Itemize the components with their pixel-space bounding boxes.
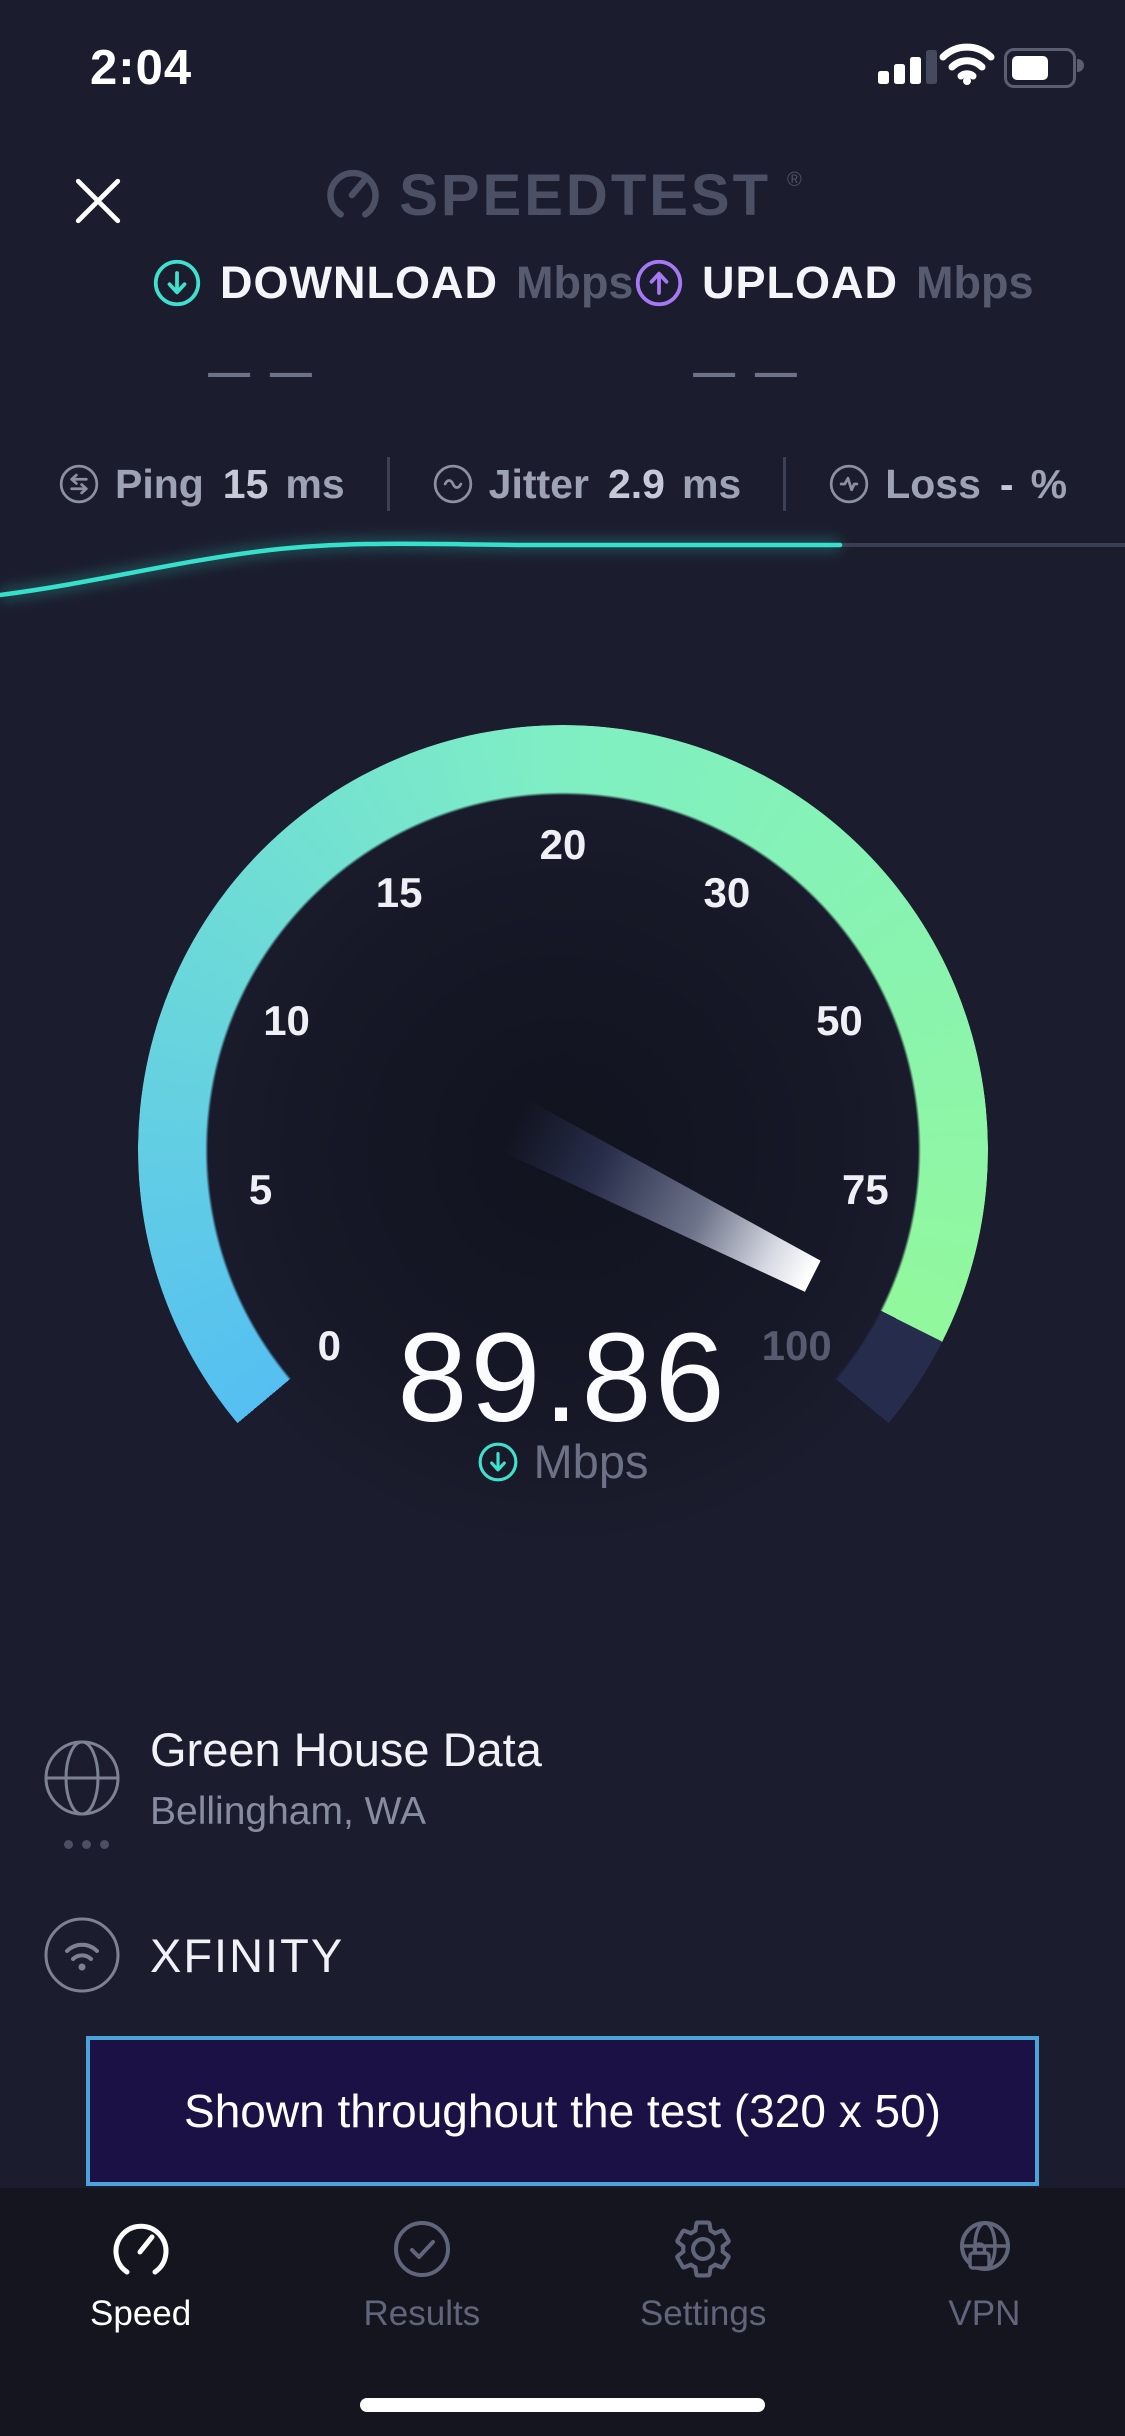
tab-speed-label: Speed: [90, 2294, 192, 2333]
gauge-tick-label: 15: [375, 868, 423, 916]
tab-bar: Speed Results Settings: [0, 2188, 1125, 2436]
gauge-tick-label: 5: [248, 1165, 273, 1213]
ping-value: 15: [222, 460, 269, 507]
speed-unit-label: Mbps: [533, 1435, 649, 1488]
current-speed-value: 89.86: [397, 1307, 728, 1448]
tab-settings[interactable]: Settings: [563, 2188, 844, 2436]
speedometer-icon: [108, 2216, 174, 2282]
speedtest-logo: SPEEDTEST ®: [0, 164, 1125, 228]
jitter-icon: [432, 463, 474, 505]
loss-unit: %: [1030, 460, 1068, 507]
download-header: DOWNLOAD Mbps: [152, 255, 633, 311]
download-value-placeholder: — —: [208, 348, 316, 395]
speedtest-logo-text: SPEEDTEST: [399, 163, 772, 228]
download-unit: Mbps: [515, 257, 634, 308]
ad-banner-text: Shown throughout the test (320 x 50): [184, 2085, 941, 2137]
close-button[interactable]: [64, 167, 132, 235]
battery-icon: [1004, 48, 1084, 88]
tab-vpn-label: VPN: [948, 2294, 1021, 2333]
ad-banner[interactable]: Shown throughout the test (320 x 50): [86, 2036, 1039, 2186]
server-location: Bellingham, WA: [150, 1790, 426, 1833]
download-label: DOWNLOAD: [220, 257, 498, 308]
tab-results[interactable]: Results: [281, 2188, 562, 2436]
tab-vpn[interactable]: VPN: [844, 2188, 1125, 2436]
tab-results-label: Results: [363, 2294, 481, 2333]
download-arrow-icon: [152, 258, 202, 308]
download-progress-sparkline: [0, 539, 1125, 600]
tab-settings-label: Settings: [639, 2294, 767, 2333]
trademark-symbol: ®: [787, 169, 802, 191]
separator: [386, 457, 390, 511]
vpn-globe-lock-icon: [951, 2216, 1017, 2282]
ping-unit: ms: [285, 460, 345, 507]
ping-icon: [58, 463, 100, 505]
tab-speed[interactable]: Speed: [0, 2188, 281, 2436]
loss-label: Loss: [885, 460, 981, 507]
status-time: 2:04: [90, 41, 193, 95]
upload-label: UPLOAD: [702, 257, 898, 308]
ping-stat: Ping 15 ms: [58, 461, 345, 508]
connection-dots: [64, 1840, 109, 1849]
jitter-value: 2.9: [607, 460, 665, 507]
current-speed-unit-row: Mbps: [0, 1434, 1125, 1489]
gauge-tick-label: 50: [816, 997, 863, 1045]
server-globe-icon: [40, 1736, 124, 1820]
server-name[interactable]: Green House Data: [150, 1723, 542, 1776]
wifi-status-icon: [938, 42, 996, 86]
upload-unit: Mbps: [916, 257, 1034, 308]
upload-arrow-icon: [634, 258, 684, 308]
latency-row: Ping 15 ms Jitter 2.9 ms L: [0, 452, 1125, 516]
gauge-tick-label: 30: [703, 868, 751, 916]
gauge-tick-label: 10: [263, 997, 310, 1045]
cellular-signal-icon: [878, 48, 937, 84]
loss-stat: Loss - %: [828, 461, 1067, 508]
upload-value-placeholder: — —: [693, 348, 801, 395]
ping-label: Ping: [114, 460, 204, 507]
speedtest-logo-icon: [323, 164, 383, 224]
results-check-icon: [389, 2216, 455, 2282]
gauge-tick-label: 20: [539, 821, 587, 868]
upload-header: UPLOAD Mbps: [634, 255, 1034, 311]
isp-wifi-icon: [40, 1913, 124, 1997]
jitter-stat: Jitter 2.9 ms: [432, 460, 742, 508]
settings-gear-icon: [670, 2216, 736, 2282]
home-indicator[interactable]: [360, 2398, 765, 2412]
gauge-tick-label: 100: [761, 1322, 832, 1370]
gauge-tick-label: 75: [842, 1165, 889, 1213]
loss-value: -: [999, 460, 1014, 507]
download-arrow-icon: [477, 1441, 519, 1483]
jitter-label: Jitter: [488, 460, 589, 507]
separator: [783, 457, 787, 511]
gauge-tick-label: 0: [317, 1322, 342, 1370]
loss-icon: [828, 463, 870, 505]
isp-name: XFINITY: [150, 1929, 345, 1982]
jitter-unit: ms: [681, 460, 742, 507]
